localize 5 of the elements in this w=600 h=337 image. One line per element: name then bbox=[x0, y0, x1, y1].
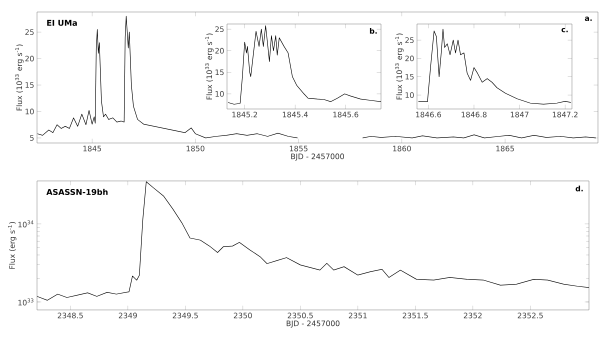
line-series bbox=[37, 181, 589, 301]
line-series bbox=[418, 28, 572, 105]
text: EI UMa bbox=[47, 20, 77, 26]
line-series bbox=[228, 25, 381, 105]
text: ASASSN-19bh bbox=[46, 188, 108, 195]
